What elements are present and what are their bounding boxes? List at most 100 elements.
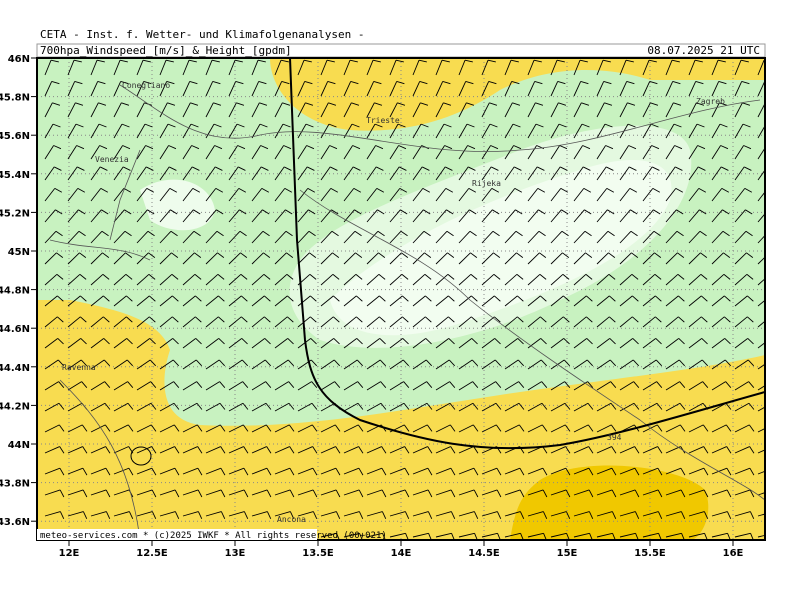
- barb-shaft: [228, 60, 236, 76]
- barb-shaft: [274, 166, 285, 181]
- barb-flag: [376, 166, 384, 171]
- wind-barb: [44, 402, 65, 412]
- wind-barb: [458, 166, 476, 181]
- barb-flag: [679, 381, 686, 388]
- barb-flag: [748, 402, 755, 410]
- wind-barb: [481, 424, 502, 433]
- wind-barb: [688, 166, 706, 181]
- barb-shaft: [228, 145, 238, 160]
- barb-shaft: [113, 381, 128, 391]
- barb-flag: [769, 231, 776, 235]
- barb-flag: [377, 230, 385, 237]
- wind-barb: [619, 273, 639, 286]
- barb-shaft: [412, 511, 429, 517]
- barb-shaft: [458, 102, 467, 118]
- wind-barb: [458, 81, 474, 97]
- barb-shaft: [228, 467, 245, 475]
- wind-barb: [527, 273, 547, 286]
- barb-shaft: [44, 446, 60, 454]
- barb-flag: [220, 489, 226, 498]
- barb-flag: [511, 81, 520, 85]
- wind-barb: [435, 187, 454, 202]
- wind-barb: [573, 402, 594, 412]
- barb-flag: [745, 209, 753, 215]
- wind-barb: [389, 252, 409, 265]
- barb-flag: [332, 273, 340, 280]
- barb-flag: [448, 359, 456, 367]
- barb-shaft: [274, 467, 291, 475]
- wind-barb: [44, 59, 59, 76]
- wind-barb: [136, 59, 151, 76]
- barb-flag: [375, 145, 384, 150]
- wind-barb: [481, 338, 501, 349]
- barb-shaft: [458, 274, 472, 286]
- wind-barb: [274, 511, 295, 520]
- barb-flag: [609, 359, 617, 367]
- barb-shaft: [435, 230, 448, 244]
- barb-shaft: [251, 446, 267, 454]
- barb-flag: [59, 489, 65, 498]
- barb-flag: [312, 446, 318, 454]
- barb-flag: [82, 467, 88, 476]
- barb-shaft: [481, 102, 490, 118]
- barb-shaft: [389, 123, 399, 139]
- barb-shaft: [251, 60, 259, 76]
- barb-flag: [494, 295, 501, 302]
- wind-barb: [159, 230, 178, 244]
- wind-barb: [320, 295, 340, 307]
- wind-barb: [642, 489, 663, 498]
- wind-barb: [136, 166, 154, 181]
- barb-shaft: [205, 145, 215, 160]
- wind-barb: [481, 123, 498, 139]
- wind-barb: [343, 102, 360, 118]
- wind-barb: [734, 511, 755, 520]
- wind-barb: [734, 467, 755, 476]
- barb-flag: [266, 467, 272, 476]
- wind-barb: [366, 59, 381, 76]
- wind-barb: [435, 145, 453, 160]
- barb-shaft: [366, 467, 383, 475]
- barb-flag: [59, 467, 65, 476]
- wind-barb: [665, 187, 684, 202]
- barb-shaft: [688, 532, 705, 538]
- barb-shaft: [734, 467, 751, 475]
- barb-shaft: [642, 511, 659, 517]
- barb-shaft: [665, 359, 680, 370]
- wind-barb: [711, 187, 730, 202]
- barb-flag: [235, 81, 244, 85]
- barb-shaft: [711, 338, 726, 349]
- barb-shaft: [688, 274, 702, 286]
- wind-barb: [343, 338, 363, 349]
- barb-flag: [374, 123, 383, 128]
- wind-barb: [182, 295, 202, 307]
- wind-barb: [205, 424, 226, 433]
- wind-barb: [734, 145, 752, 160]
- wind-barb: [550, 295, 570, 307]
- wind-barb: [274, 209, 293, 223]
- wind-barb: [412, 381, 433, 391]
- barb-shaft: [435, 489, 452, 496]
- barb-shaft: [711, 446, 727, 454]
- wind-barb: [458, 338, 478, 349]
- barb-flag: [284, 166, 292, 171]
- wind-barb: [412, 81, 428, 97]
- barb-shaft: [320, 60, 328, 76]
- barb-shaft: [688, 402, 704, 412]
- barb-flag: [264, 338, 271, 345]
- barb-shaft: [320, 467, 337, 475]
- barb-shaft: [619, 532, 636, 538]
- wind-barb: [665, 145, 683, 160]
- barb-flag: [219, 424, 226, 432]
- barb-shaft: [757, 428, 765, 433]
- barb-flag: [473, 489, 479, 498]
- barb-flag: [174, 511, 180, 520]
- wind-barb: [711, 359, 732, 370]
- wind-barb: [665, 123, 682, 139]
- barb-flag: [427, 511, 433, 520]
- wind-barb: [251, 166, 269, 181]
- lat-label: 44.6N: [0, 324, 30, 335]
- wind-barb: [113, 295, 133, 307]
- barb-flag: [725, 424, 732, 432]
- barb-flag: [285, 209, 293, 215]
- barb-shaft: [113, 359, 128, 370]
